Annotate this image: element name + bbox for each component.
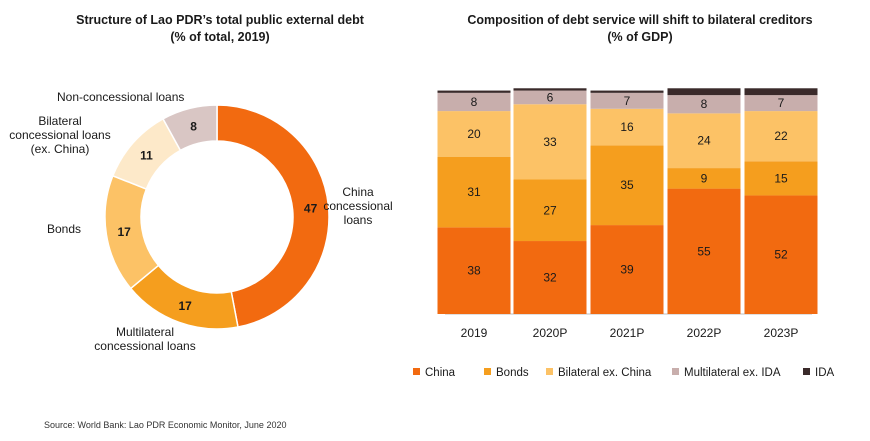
bar-value-label: 39 <box>620 263 634 277</box>
donut-value-label: 17 <box>117 225 131 239</box>
bar-segment <box>667 95 741 114</box>
donut-value-label: 47 <box>304 202 318 216</box>
x-tick-label: 2020P <box>533 326 568 340</box>
bar-segment <box>590 225 664 314</box>
bar-value-label: 32 <box>543 271 557 285</box>
bar-value-label: 24 <box>697 134 711 148</box>
bar-title-sub: (% of GDP) <box>607 30 673 44</box>
legend-swatch <box>803 368 810 375</box>
bar-value-label: 16 <box>620 120 634 134</box>
bar-value-label: 8 <box>701 97 708 111</box>
donut-category-label: Multilateral concessional loans <box>94 325 195 353</box>
bar-value-label: 20 <box>467 127 481 141</box>
bar-value-label: 8 <box>471 95 478 109</box>
legend-label: Bilateral ex. China <box>558 367 652 379</box>
bar-segment <box>437 111 511 157</box>
bar-segment <box>667 88 741 96</box>
bar-segment <box>513 179 587 242</box>
legend-swatch <box>484 368 491 375</box>
bar-value-label: 31 <box>467 185 481 199</box>
bar-segment <box>590 92 664 109</box>
bar-value-label: 15 <box>774 171 788 185</box>
bar-segment <box>513 104 587 180</box>
bar-value-label: 35 <box>620 178 634 192</box>
bar-segment <box>437 156 511 228</box>
bar-value-label: 9 <box>701 171 708 185</box>
bar-segment <box>744 95 818 112</box>
bar-value-label: 22 <box>774 129 788 143</box>
bar-segment <box>513 88 587 91</box>
bar-segment <box>667 168 741 189</box>
x-tick-label: 2023P <box>764 326 799 340</box>
bar-chart-title: Composition of debt service will shift t… <box>430 12 850 46</box>
bar-value-label: 27 <box>543 203 557 217</box>
bar-segment <box>437 90 511 93</box>
bar-segment <box>590 145 664 226</box>
bar-segment <box>744 88 818 96</box>
source-note: Source: World Bank: Lao PDR Economic Mon… <box>44 420 287 430</box>
donut-title-sub: (% of total, 2019) <box>170 30 270 44</box>
donut-slice <box>104 174 160 290</box>
donut-slice <box>216 104 330 328</box>
bar-segment <box>513 241 587 314</box>
bar-segment <box>744 195 818 314</box>
bar-value-label: 7 <box>778 96 785 110</box>
donut-category-label: Bonds <box>47 222 81 236</box>
x-tick-label: 2021P <box>610 326 645 340</box>
bar-segment <box>744 111 818 162</box>
donut-value-label: 17 <box>178 299 192 313</box>
legend-swatch <box>672 368 679 375</box>
bar-value-label: 38 <box>467 264 481 278</box>
bar-segment <box>667 113 741 169</box>
donut-value-label: 8 <box>190 119 197 133</box>
bar-value-label: 33 <box>543 135 557 149</box>
x-tick-label: 2019 <box>461 326 488 340</box>
donut-category-label: Bilateral concessional loans (ex. China) <box>9 114 110 156</box>
donut-category-label: China concessional loans <box>323 185 392 227</box>
bar-title-main: Composition of debt service will shift t… <box>467 13 813 27</box>
bar-segment <box>437 227 511 314</box>
legend-label: Bonds <box>496 367 529 379</box>
legend-label: China <box>425 367 456 379</box>
bar-value-label: 55 <box>697 244 711 258</box>
bar-value-label: 52 <box>774 248 788 262</box>
legend-swatch <box>546 368 553 375</box>
bar-value-label: 6 <box>547 90 554 104</box>
donut-value-label: 11 <box>140 148 153 162</box>
donut-category-label: Non-concessional loans <box>57 90 184 104</box>
donut-slice <box>162 104 218 152</box>
bar-value-label: 7 <box>624 94 631 108</box>
bar-segment <box>513 90 587 105</box>
legend-label: IDA <box>815 367 835 379</box>
legend-swatch <box>413 368 420 375</box>
donut-chart-title: Structure of Lao PDR’s total public exte… <box>20 12 420 46</box>
bar-segment <box>590 108 664 146</box>
donut-title-main: Structure of Lao PDR’s total public exte… <box>76 13 364 27</box>
bar-segment <box>437 92 511 112</box>
bar-segment <box>667 188 741 314</box>
bar-segment <box>744 161 818 196</box>
x-tick-label: 2022P <box>687 326 722 340</box>
bar-segment <box>590 90 664 93</box>
legend-label: Multilateral ex. IDA <box>684 367 781 379</box>
